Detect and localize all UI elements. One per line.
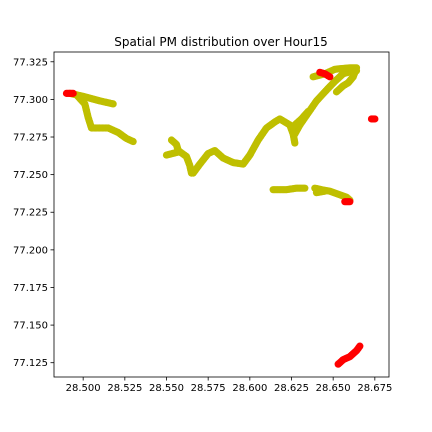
x-tick-label: 28.675 xyxy=(357,383,392,394)
y-tick-label: 77.250 xyxy=(13,170,48,181)
x-axis: 28.500 28.525 28.550 28.575 28.600 28.625 28.6… xyxy=(66,377,392,394)
scatter-point xyxy=(326,73,334,81)
scatter-point xyxy=(356,342,364,350)
y-axis: 77.125 77.150 77.175 77.200 77.225 77.250 77.2… xyxy=(13,57,54,369)
scatter-point xyxy=(371,115,379,123)
x-tick-label: 28.625 xyxy=(274,383,309,394)
scatter-point xyxy=(69,89,77,97)
scatter-point xyxy=(291,139,299,147)
x-tick-label: 28.500 xyxy=(66,383,101,394)
y-tick-label: 77.300 xyxy=(13,95,48,106)
scatter-point xyxy=(321,187,329,195)
y-tick-label: 77.325 xyxy=(13,57,48,68)
scatter-point xyxy=(129,137,137,146)
x-tick-label: 28.575 xyxy=(191,383,226,394)
x-tick-label: 28.550 xyxy=(149,383,184,394)
y-tick-label: 77.275 xyxy=(13,133,48,144)
scatter-point xyxy=(346,198,354,206)
x-tick-label: 28.525 xyxy=(107,383,142,394)
plot-frame xyxy=(53,51,390,378)
scatter-point xyxy=(109,100,117,108)
scatter-point xyxy=(174,148,182,156)
scatter-marks xyxy=(62,64,379,368)
x-tick-label: 28.600 xyxy=(232,383,267,394)
y-tick-label: 77.225 xyxy=(13,208,48,219)
chart-title: Spatial PM distribution over Hour15 xyxy=(114,35,327,49)
y-tick-label: 77.200 xyxy=(13,245,48,256)
scatter-point xyxy=(301,184,309,192)
scatter-point xyxy=(304,107,312,116)
y-tick-label: 77.125 xyxy=(13,358,48,369)
y-tick-label: 77.175 xyxy=(13,283,48,294)
y-tick-label: 77.150 xyxy=(13,321,48,332)
x-tick-label: 28.650 xyxy=(316,383,351,394)
scatter-point xyxy=(351,68,359,76)
